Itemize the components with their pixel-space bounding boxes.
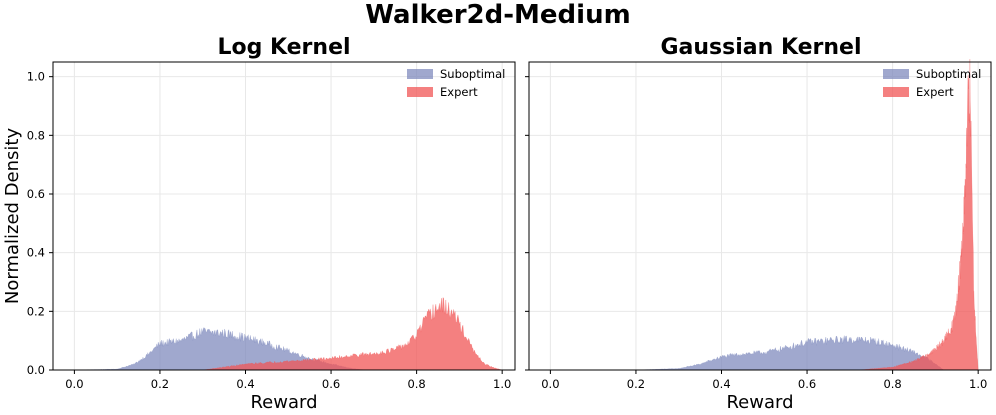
yticks-0: 0.0 0.2 0.4 0.6 0.8 1.0 <box>27 70 53 377</box>
panel-log-kernel: Log Kernel 0.0 0.2 0.4 0.6 0.8 1.0 0.00.20.40… <box>2 35 516 413</box>
suptitle: Walker2d-Medium <box>365 0 630 30</box>
series-area-suboptimal <box>74 327 366 371</box>
legend-swatch-expert-0 <box>407 87 433 97</box>
series-area-suboptimal <box>635 335 945 371</box>
xtick-label: 0.2 <box>627 377 645 391</box>
xtick-label: 0.0 <box>65 377 83 391</box>
ytick-label: 0.6 <box>27 187 45 201</box>
ytick-label: 0.8 <box>27 128 45 142</box>
legend-0: Suboptimal Expert <box>407 67 505 99</box>
axes-frame-0 <box>52 61 516 371</box>
axes-frame-1 <box>528 61 992 371</box>
series-layer-0 <box>74 297 503 371</box>
xlabel-1: Reward <box>726 392 793 413</box>
xtick-label: 0.2 <box>151 377 169 391</box>
legend-swatch-suboptimal-0 <box>407 69 433 79</box>
yticks-1 <box>525 76 529 371</box>
series-area-expert <box>202 297 503 371</box>
legend-label-suboptimal-0: Suboptimal <box>440 67 505 81</box>
xtick-label: 0.4 <box>712 377 730 391</box>
xtick-label: 0.8 <box>883 377 901 391</box>
xtick-label: 1.0 <box>969 377 987 391</box>
ytick-label: 0.2 <box>27 304 45 318</box>
legend-swatch-suboptimal-1 <box>883 69 909 79</box>
legend-label-expert-1: Expert <box>916 85 954 99</box>
xtick-label: 0.6 <box>798 377 816 391</box>
legend-label-suboptimal-1: Suboptimal <box>916 67 981 81</box>
legend-label-expert-0: Expert <box>440 85 478 99</box>
grid-1 <box>529 62 991 371</box>
panel-gaussian-kernel: Gaussian Kernel 0.0 0.2 0.4 0.6 0.8 1.0 Rewar… <box>525 35 992 413</box>
xtick-label: 0.0 <box>541 377 559 391</box>
ytick-label: 0.4 <box>27 246 45 260</box>
xtick-label: 0.6 <box>322 377 340 391</box>
ytick-label: 1.0 <box>27 70 45 84</box>
panel-title-log: Log Kernel <box>217 35 350 60</box>
xticks-1: 0.0 0.2 0.4 0.6 0.8 1.0 <box>541 370 987 391</box>
xtick-label: 0.8 <box>407 377 425 391</box>
xlabel-0: Reward <box>250 392 317 413</box>
xtick-label: 0.4 <box>236 377 254 391</box>
ytick-label: 0.0 <box>27 363 45 377</box>
xticks-0: 0.0 0.2 0.4 0.6 0.8 1.0 <box>65 370 511 391</box>
panel-title-gaussian: Gaussian Kernel <box>660 35 861 60</box>
legend-swatch-expert-1 <box>883 87 909 97</box>
ylabel-0: Normalized Density <box>2 128 23 305</box>
series-layer-1 <box>635 59 979 371</box>
xtick-label: 1.0 <box>493 377 511 391</box>
legend-1: Suboptimal Expert <box>883 67 981 99</box>
series-area-expert <box>858 59 979 371</box>
